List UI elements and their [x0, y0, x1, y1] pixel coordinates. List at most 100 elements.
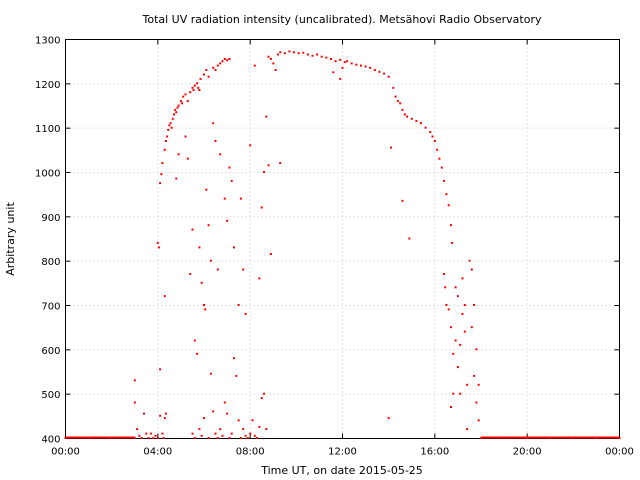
data-point: [387, 75, 390, 78]
data-point: [239, 197, 242, 200]
data-point: [237, 304, 240, 306]
data-point: [447, 308, 450, 311]
data-point: [468, 259, 471, 262]
data-point: [350, 62, 353, 65]
data-point: [443, 273, 446, 275]
data-point: [209, 259, 212, 262]
y-tick-label: 1100: [35, 124, 60, 135]
chart-title: Total UV radiation intensity (uncalibrat…: [142, 13, 542, 26]
x-tick-label: 08:00: [236, 447, 265, 458]
data-point: [396, 100, 399, 103]
data-point: [230, 432, 233, 435]
data-point: [233, 246, 235, 249]
data-point: [332, 71, 335, 74]
data-point: [193, 437, 196, 439]
data-point: [320, 55, 323, 58]
data-point: [480, 437, 482, 439]
data-point: [87, 437, 90, 439]
data-point: [450, 224, 452, 227]
data-point: [200, 434, 203, 437]
data-point: [226, 412, 229, 415]
data-point: [387, 417, 390, 420]
data-point: [373, 69, 376, 71]
data-point: [174, 108, 177, 111]
data-point: [244, 312, 247, 315]
data-point: [526, 437, 529, 439]
data-point: [302, 51, 305, 54]
data-point: [503, 437, 506, 439]
data-point: [433, 140, 436, 142]
data-point: [463, 304, 466, 306]
data-point: [424, 126, 427, 129]
data-point: [364, 65, 367, 68]
data-point: [339, 58, 342, 61]
data-point: [456, 295, 459, 298]
data-point: [450, 406, 452, 408]
data-point: [410, 117, 413, 120]
x-tick-label: 20:00: [513, 447, 542, 458]
data-point: [431, 135, 434, 138]
data-point: [64, 437, 67, 439]
plot-frame: [65, 39, 620, 439]
data-point: [164, 140, 167, 142]
data-point: [461, 312, 464, 315]
data-point: [143, 412, 145, 415]
data-point: [459, 343, 462, 346]
data-point: [140, 437, 143, 439]
data-point: [156, 241, 159, 244]
data-point: [341, 66, 344, 69]
data-point: [163, 295, 166, 298]
data-point: [470, 268, 473, 271]
data-point: [209, 372, 212, 375]
data-point: [133, 401, 136, 404]
data-point: [200, 281, 203, 284]
data-point: [263, 392, 265, 395]
data-point: [198, 246, 201, 249]
data-point: [279, 162, 282, 165]
data-point: [175, 111, 178, 114]
y-tick-label: 1300: [35, 36, 60, 47]
data-point: [226, 59, 229, 62]
data-point: [160, 173, 163, 176]
data-point: [219, 428, 222, 431]
data-point: [477, 419, 480, 422]
data-point: [256, 437, 259, 439]
data-point: [168, 124, 171, 127]
data-point: [237, 419, 240, 422]
data-point: [346, 60, 349, 63]
data-point: [228, 58, 231, 60]
data-point: [233, 357, 235, 360]
data-point: [203, 304, 205, 306]
data-point: [263, 171, 265, 173]
x-tick-label: 12:00: [328, 447, 357, 458]
data-point: [334, 60, 337, 63]
data-point: [203, 417, 205, 420]
data-point: [429, 131, 432, 134]
data-point: [311, 54, 314, 57]
data-point: [269, 58, 272, 60]
data-point: [445, 193, 448, 196]
data-point: [415, 120, 418, 122]
data-point: [177, 104, 180, 107]
data-point: [170, 126, 173, 129]
data-point: [207, 75, 210, 78]
data-point: [136, 428, 139, 431]
data-point: [205, 69, 208, 71]
data-point: [197, 86, 200, 89]
data-point: [219, 62, 222, 65]
data-point: [475, 348, 478, 351]
data-point: [456, 366, 459, 369]
data-point: [454, 286, 457, 289]
data-point: [171, 117, 174, 120]
data-point: [228, 437, 231, 439]
y-tick-labels: 400 500 600 700 800 900 1000 1100 1200 1300: [35, 36, 60, 446]
data-point: [167, 128, 170, 131]
data-point: [186, 157, 189, 160]
y-tick-label: 500: [41, 390, 60, 401]
grid: [65, 39, 620, 439]
data-point: [221, 60, 224, 63]
data-point: [216, 268, 219, 271]
data-point: [159, 182, 162, 185]
data-point: [260, 206, 263, 209]
data-point: [401, 108, 404, 111]
